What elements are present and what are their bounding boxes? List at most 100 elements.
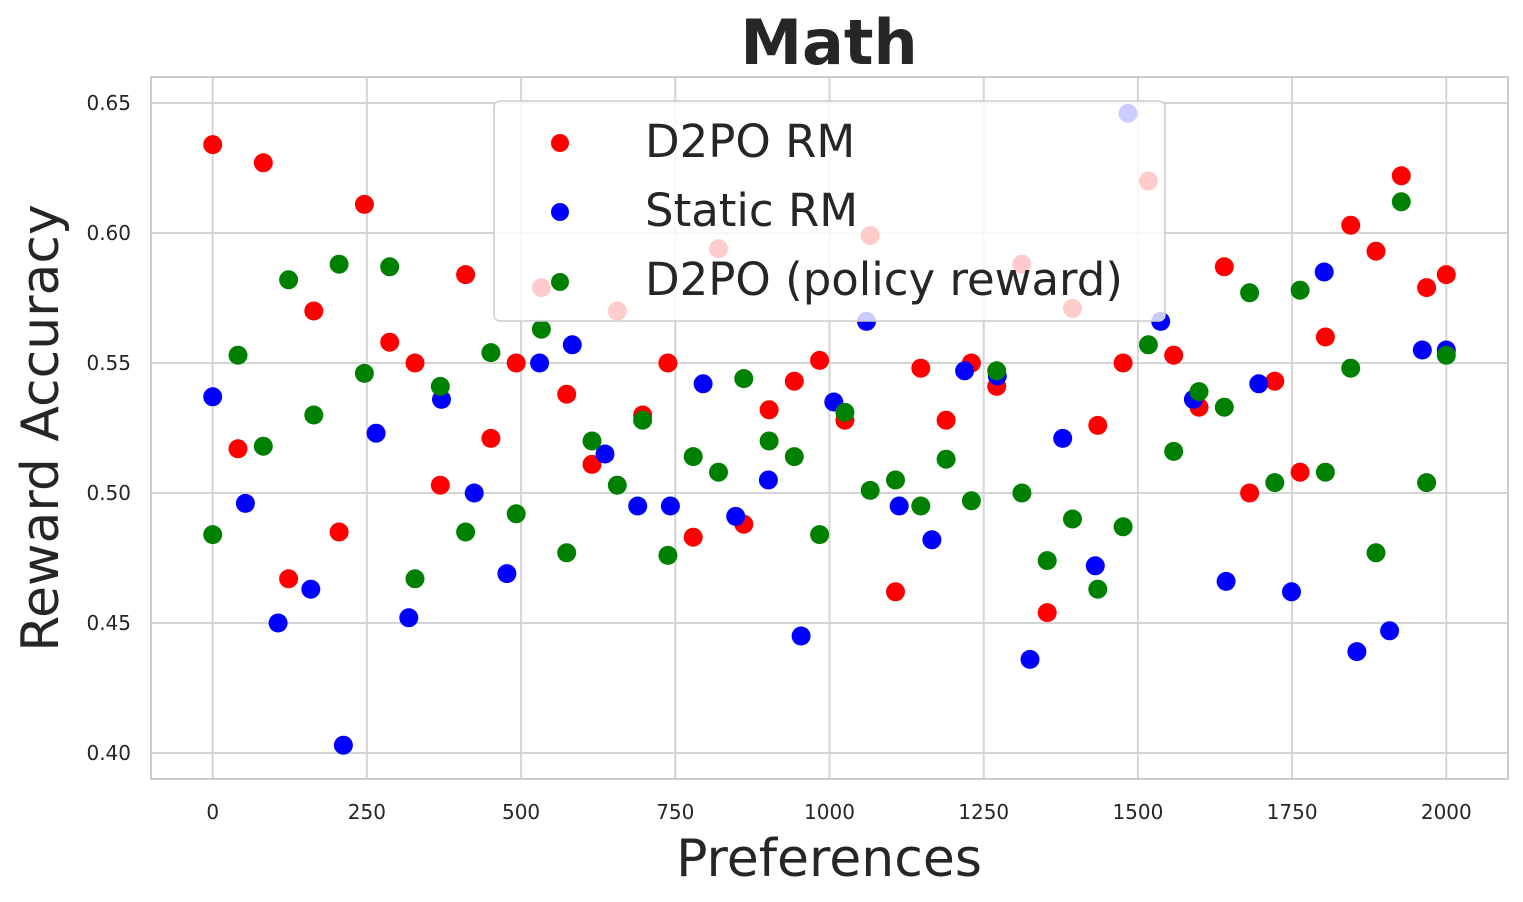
data-point-series-1 xyxy=(301,579,321,599)
data-point-series-2 xyxy=(1290,280,1310,300)
data-point-series-1 xyxy=(693,374,713,394)
data-point-series-1 xyxy=(203,387,223,407)
legend-label-d2po-policy-reward: D2PO (policy reward) xyxy=(645,253,1123,306)
data-point-series-0 xyxy=(683,527,703,547)
data-point-series-0 xyxy=(759,400,779,420)
data-point-series-2 xyxy=(279,270,299,290)
data-point-series-2 xyxy=(633,410,653,430)
y-tick-label: 0.60 xyxy=(86,221,131,245)
data-point-series-1 xyxy=(726,506,746,526)
data-point-series-0 xyxy=(506,353,526,373)
data-point-series-2 xyxy=(1366,543,1386,563)
data-point-series-0 xyxy=(1417,278,1437,298)
data-point-series-1 xyxy=(1347,642,1367,662)
data-point-series-0 xyxy=(1366,241,1386,261)
legend-label-d2po-rm: D2PO RM xyxy=(645,115,855,168)
data-point-series-1 xyxy=(1020,649,1040,669)
x-tick-label: 1500 xyxy=(1112,800,1163,824)
data-point-series-1 xyxy=(1380,621,1400,641)
plot-area-frame xyxy=(150,76,1509,780)
legend-box xyxy=(493,100,1166,322)
data-point-series-1 xyxy=(1249,374,1269,394)
data-point-series-2 xyxy=(1214,397,1234,417)
data-point-series-0 xyxy=(329,522,349,542)
data-point-series-0 xyxy=(430,475,450,495)
data-point-series-2 xyxy=(1138,335,1158,355)
data-point-series-2 xyxy=(1113,517,1133,537)
data-point-series-2 xyxy=(784,447,804,467)
data-point-series-2 xyxy=(987,361,1007,381)
data-point-series-1 xyxy=(758,470,778,490)
data-point-series-2 xyxy=(456,522,476,542)
data-point-series-0 xyxy=(557,384,577,404)
legend-marker-d2po-policy-reward xyxy=(551,273,569,291)
data-point-series-0 xyxy=(1290,462,1310,482)
data-point-series-2 xyxy=(759,431,779,451)
data-point-series-1 xyxy=(922,530,942,550)
data-point-series-2 xyxy=(1315,462,1335,482)
data-point-series-2 xyxy=(1391,192,1411,212)
data-point-series-0 xyxy=(1265,371,1285,391)
data-point-series-1 xyxy=(1412,340,1432,360)
data-point-series-2 xyxy=(886,470,905,490)
x-tick-label: 0 xyxy=(206,800,219,824)
data-point-series-2 xyxy=(1189,382,1209,402)
data-point-series-1 xyxy=(791,626,811,646)
legend-marker-d2po-rm xyxy=(551,134,569,152)
data-point-series-2 xyxy=(380,257,400,277)
legend: D2PO RM Static RM D2PO (policy reward) xyxy=(493,100,1166,322)
x-tick-label: 1250 xyxy=(958,800,1009,824)
data-point-series-0 xyxy=(279,569,299,589)
data-point-series-0 xyxy=(304,301,324,321)
data-point-series-1 xyxy=(399,608,419,628)
data-point-series-1 xyxy=(497,564,517,584)
data-point-series-2 xyxy=(658,545,678,565)
data-point-series-0 xyxy=(936,410,956,430)
data-point-series-2 xyxy=(506,504,526,524)
y-tick-label: 0.65 xyxy=(86,91,131,115)
data-point-series-0 xyxy=(1214,257,1234,277)
data-point-series-2 xyxy=(683,447,703,467)
data-point-series-1 xyxy=(1053,428,1073,448)
x-tick-label: 500 xyxy=(502,800,540,824)
x-tick-label: 1000 xyxy=(804,800,855,824)
data-point-series-0 xyxy=(784,371,804,391)
data-point-series-0 xyxy=(456,265,476,285)
x-tick-label: 750 xyxy=(656,800,694,824)
data-point-series-2 xyxy=(531,319,551,339)
data-point-series-0 xyxy=(810,350,830,370)
data-point-series-0 xyxy=(253,153,273,173)
data-point-series-1 xyxy=(1282,582,1301,602)
data-point-series-1 xyxy=(889,496,909,516)
data-point-series-1 xyxy=(660,496,680,516)
data-point-series-2 xyxy=(1417,473,1437,493)
data-point-series-0 xyxy=(582,454,602,474)
data-point-series-2 xyxy=(582,431,602,451)
x-axis-ticks: 0 250 500 750 1000 1250 1500 1750 2000 xyxy=(206,800,1471,824)
data-point-series-0 xyxy=(1113,353,1133,373)
data-point-series-0 xyxy=(481,428,501,448)
data-point-series-1 xyxy=(1085,556,1105,576)
data-point-series-2 xyxy=(911,496,931,516)
data-point-series-0 xyxy=(1037,603,1057,623)
x-tick-label: 2000 xyxy=(1421,800,1472,824)
data-point-series-2 xyxy=(228,345,248,365)
data-point-series-2 xyxy=(405,569,425,589)
y-axis-label: Reward Accuracy xyxy=(11,204,71,652)
data-point-series-1 xyxy=(955,361,975,381)
y-tick-label: 0.50 xyxy=(86,481,131,505)
data-point-series-0 xyxy=(1240,483,1260,503)
data-point-series-0 xyxy=(228,439,248,459)
data-point-series-0 xyxy=(380,332,400,352)
data-point-series-2 xyxy=(354,363,374,383)
data-point-series-2 xyxy=(1265,473,1285,493)
data-point-series-2 xyxy=(734,369,754,389)
data-point-series-1 xyxy=(366,423,386,443)
data-point-series-0 xyxy=(1315,327,1335,347)
data-point-series-2 xyxy=(1240,283,1260,303)
data-point-series-2 xyxy=(1063,509,1082,529)
chart-title: Math xyxy=(740,6,917,79)
data-point-series-1 xyxy=(333,735,353,755)
data-point-series-2 xyxy=(860,480,880,500)
